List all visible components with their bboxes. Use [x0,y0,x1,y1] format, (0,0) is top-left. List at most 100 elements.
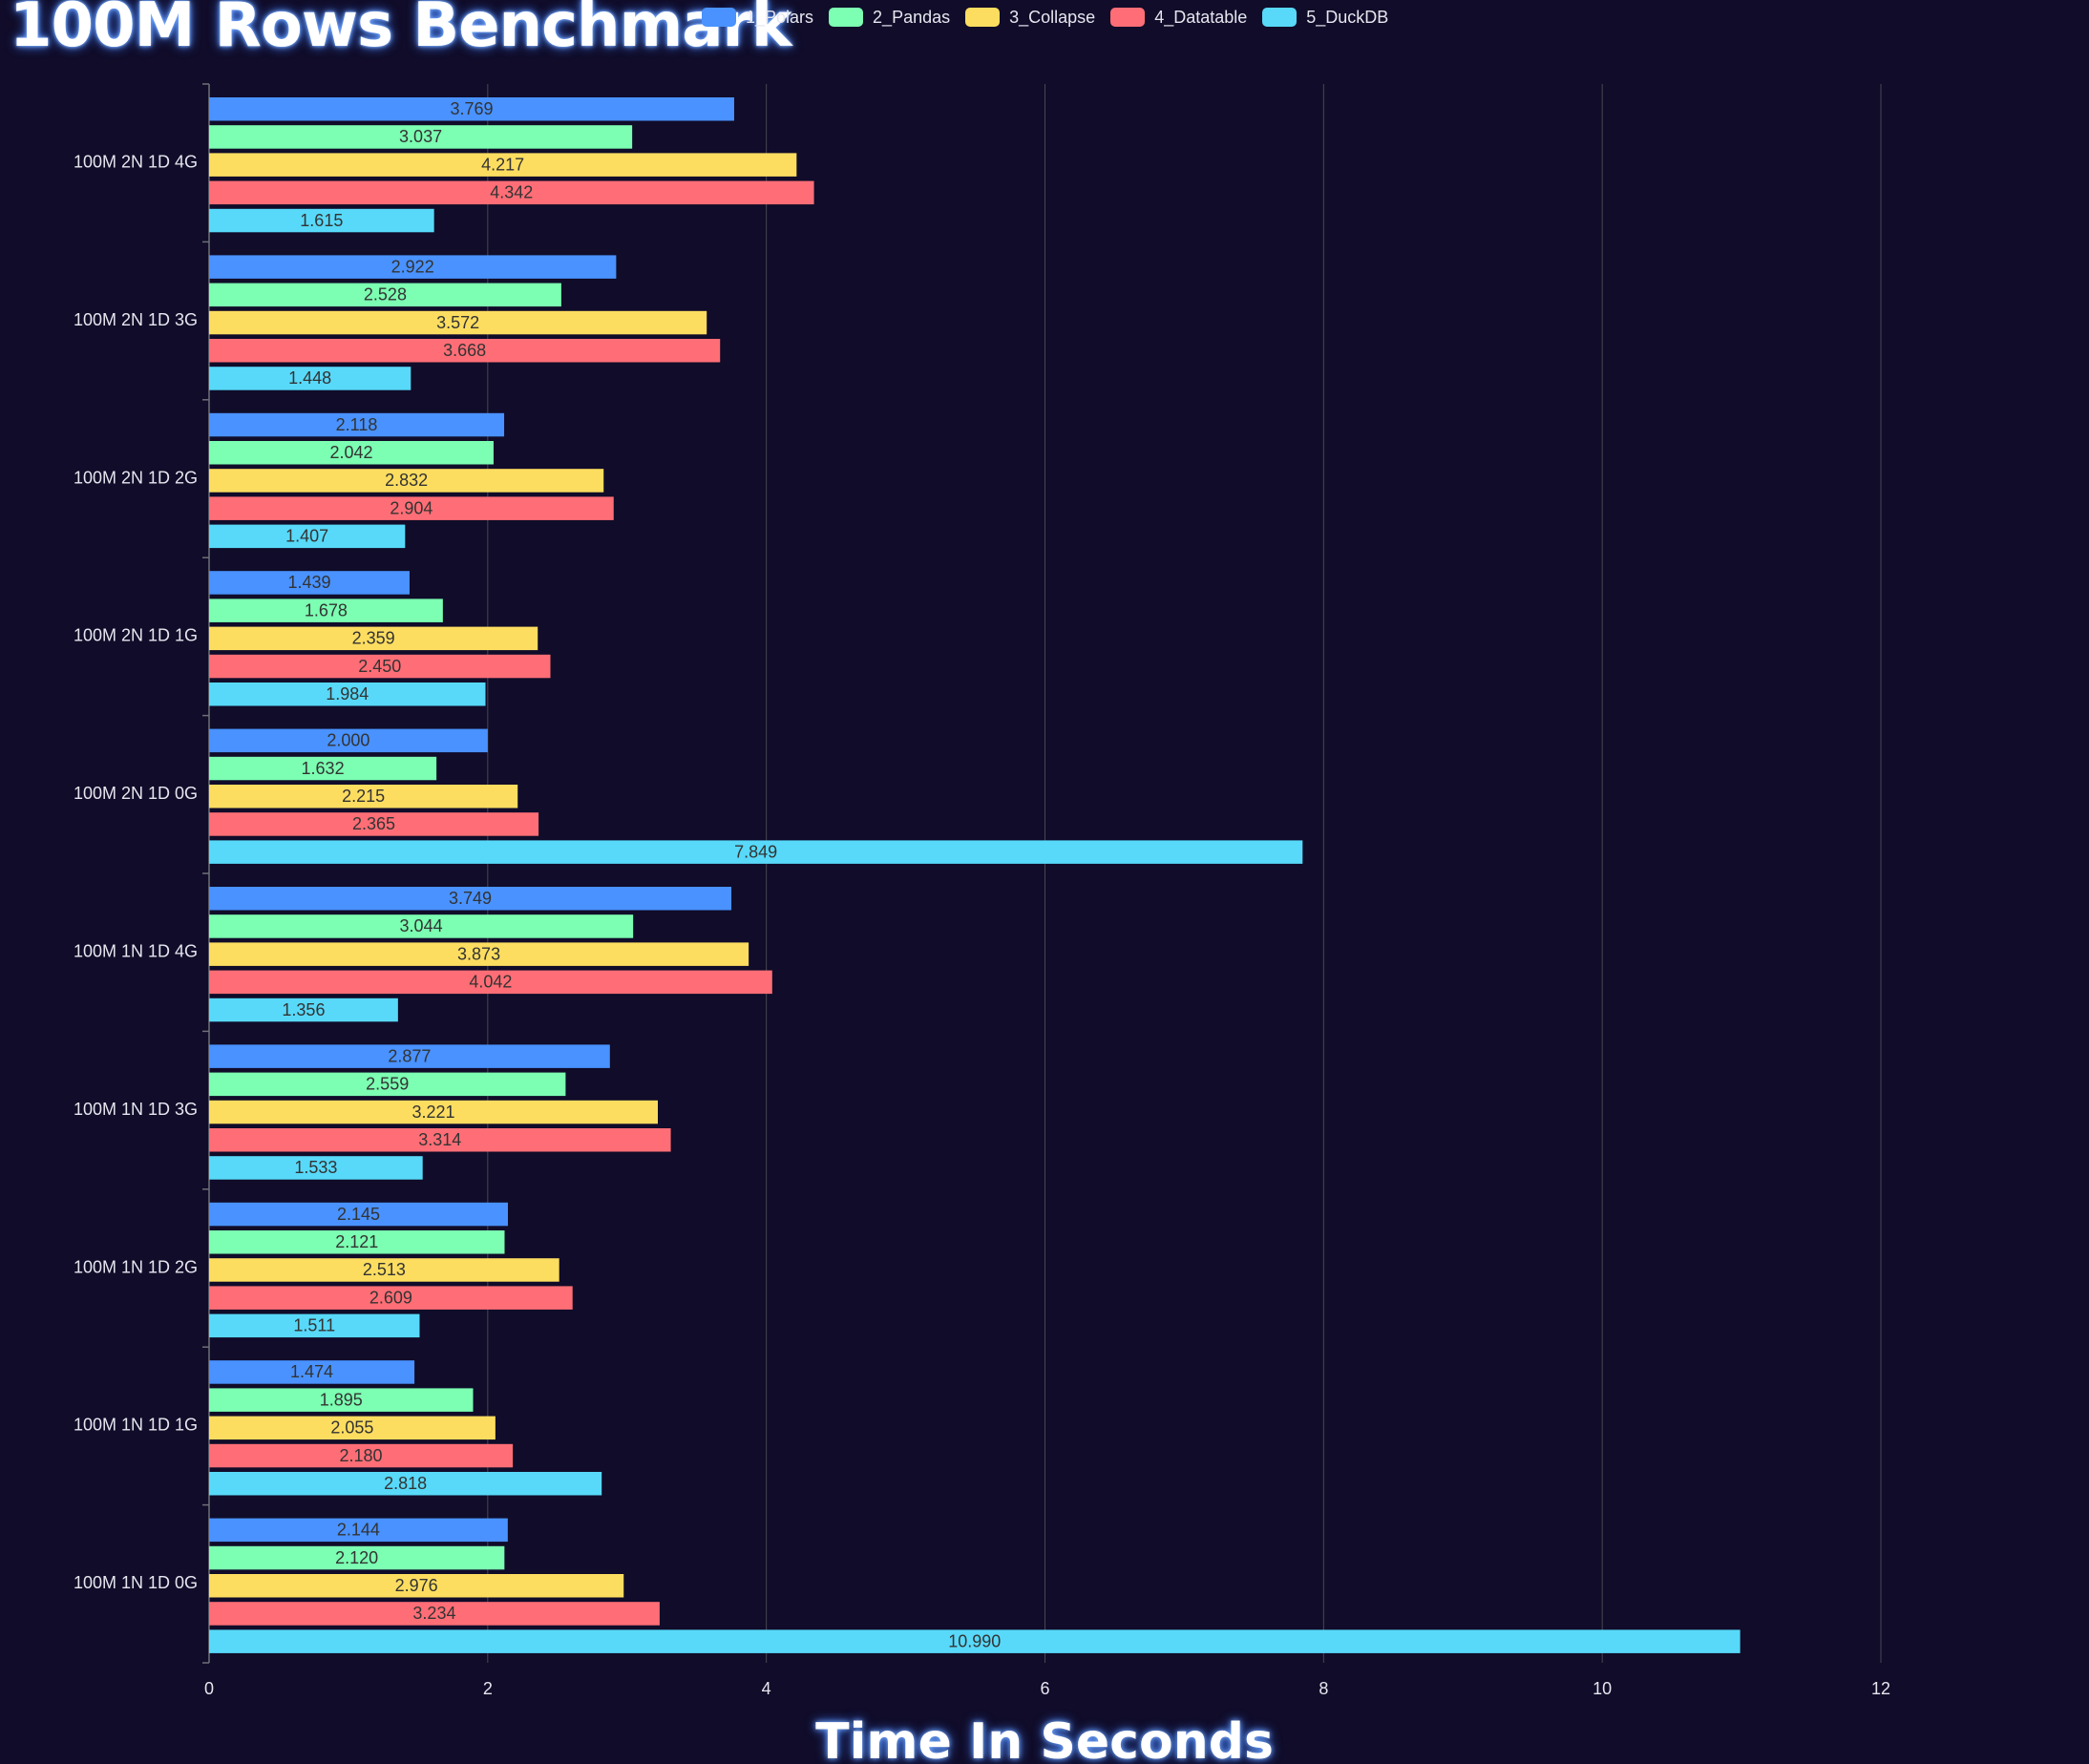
x-axis-title: Time In Seconds [815,1713,1274,1764]
bar[interactable] [209,310,707,335]
bar-value-label: 1.511 [293,1316,335,1335]
legend-label: 4_Datatable [1154,7,1248,27]
bar[interactable] [209,153,797,177]
category-group: 2.000 1.632 2.215 2.365 7.849 [209,728,1303,864]
legend-swatch [1110,8,1146,27]
bar[interactable] [209,1313,420,1338]
bar[interactable] [209,125,633,149]
bar[interactable] [209,1416,496,1440]
bar-value-label: 2.365 [352,814,395,833]
bar[interactable] [209,255,617,279]
bar[interactable] [209,812,539,836]
legend-item[interactable]: 1_Polars [702,8,813,28]
bar-value-label: 4.042 [469,973,512,992]
bar-value-label: 2.118 [336,415,378,434]
x-tick-label: 0 [204,1679,214,1698]
bar-value-label: 2.818 [384,1474,427,1493]
bar[interactable] [209,1574,624,1598]
bar-value-label: 1.615 [300,211,343,230]
bar[interactable] [209,1602,660,1626]
x-tick-label: 2 [483,1679,493,1698]
x-tick-label: 12 [1871,1679,1890,1698]
bar[interactable] [209,682,486,706]
bar-value-label: 1.632 [302,759,345,778]
bar-value-label: 3.037 [399,127,442,146]
bar[interactable] [209,756,437,781]
legend-item[interactable]: 5_DuckDB [1262,8,1388,28]
bar[interactable] [209,626,538,651]
bar-value-label: 1.448 [288,368,331,388]
bar[interactable] [209,942,749,966]
bar[interactable] [209,1443,514,1468]
bar[interactable] [209,283,561,307]
legend-swatch [965,8,1001,27]
bar[interactable] [209,1100,658,1124]
bar[interactable] [209,1230,505,1254]
legend-label: 3_Collapse [1009,7,1096,27]
bar[interactable] [209,970,772,995]
bar-value-label: 1.439 [287,573,330,592]
legend-item[interactable]: 4_Datatable [1110,8,1247,28]
bar-value-label: 1.356 [282,1000,325,1019]
bar[interactable] [209,1258,559,1282]
bar-value-label: 10.990 [948,1631,1001,1650]
bar-value-label: 2.215 [342,787,385,806]
y-tick-label: 100M 1N 1D 3G [74,1100,198,1119]
chart-title: 100M Rows Benchmark [10,0,792,61]
x-tick-label: 8 [1319,1679,1328,1698]
y-tick-label: 100M 2N 1D 4G [74,152,198,171]
bar[interactable] [209,1156,423,1180]
bar[interactable] [209,412,505,437]
bar[interactable] [209,1472,602,1496]
legend-item[interactable]: 3_Collapse [965,8,1095,28]
legend-label: 5_DuckDB [1306,7,1389,27]
bar[interactable] [209,524,406,549]
bar-value-label: 2.144 [337,1521,380,1540]
bar[interactable] [209,208,434,233]
bar[interactable] [209,840,1303,864]
category-group: 3.769 3.037 4.217 4.342 1.615 [209,97,814,233]
bar-value-label: 2.513 [363,1260,406,1279]
bar[interactable] [209,496,614,520]
bar-value-label: 1.533 [294,1158,337,1177]
bar[interactable] [209,97,734,121]
legend-swatch [829,8,864,27]
bar[interactable] [209,785,518,808]
bar[interactable] [209,571,410,595]
bar[interactable] [209,441,494,465]
y-tick-label: 100M 1N 1D 1G [74,1416,198,1435]
bar[interactable] [209,1044,610,1068]
bar-value-label: 2.904 [390,498,433,517]
bar[interactable] [209,1202,508,1227]
bar-value-label: 4.342 [490,183,533,202]
bar[interactable] [209,339,721,363]
y-tick-label: 100M 2N 1D 3G [74,310,198,329]
bar-value-label: 1.984 [326,684,369,704]
bar[interactable] [209,1360,415,1384]
category-group: 3.749 3.044 3.873 4.042 1.356 [209,887,772,1022]
bar[interactable] [209,1072,566,1097]
bar[interactable] [209,598,443,622]
bar-value-label: 4.217 [481,155,524,174]
bar[interactable] [209,469,604,493]
bar-value-label: 3.873 [457,944,500,963]
legend-item[interactable]: 2_Pandas [829,8,950,28]
bar[interactable] [209,1545,505,1570]
bar[interactable] [209,1629,1741,1653]
bar[interactable] [209,367,411,390]
bar[interactable] [209,914,634,938]
bar[interactable] [209,728,488,753]
bar[interactable] [209,1388,474,1412]
bar-value-label: 2.976 [395,1576,438,1595]
bar-value-label: 1.895 [320,1390,363,1409]
bar[interactable] [209,1286,573,1310]
bar[interactable] [209,1518,508,1543]
bar[interactable] [209,180,814,205]
bar[interactable] [209,998,398,1022]
bar[interactable] [209,887,732,911]
bar[interactable] [209,1128,671,1152]
bar[interactable] [209,654,551,679]
bar-value-label: 3.769 [450,99,493,118]
